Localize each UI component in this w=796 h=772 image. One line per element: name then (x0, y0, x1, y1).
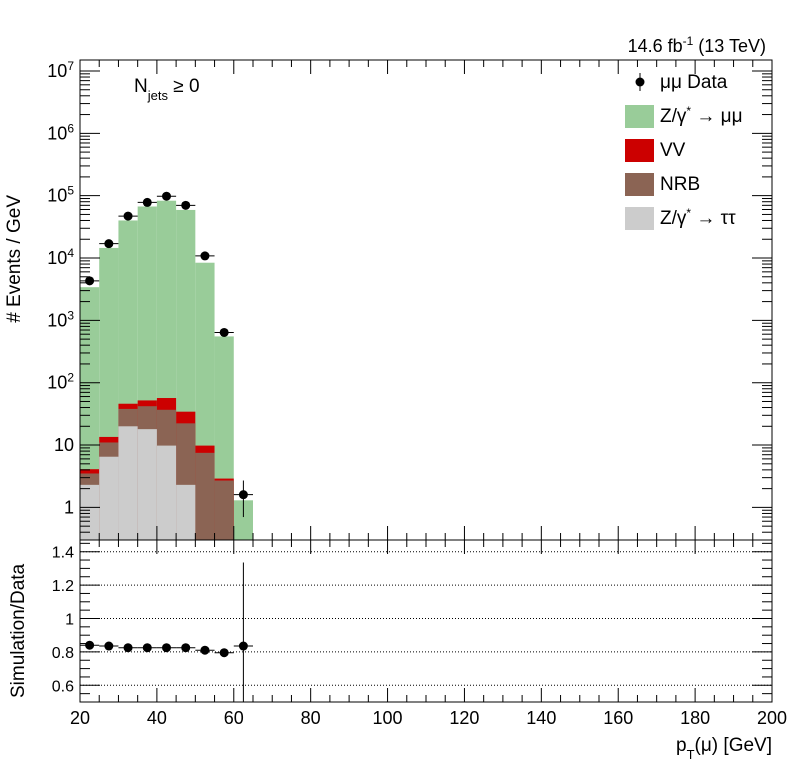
data-point-1 (104, 239, 114, 249)
stacked-histogram (80, 200, 253, 541)
legend-label-2: VV (660, 140, 686, 161)
ratio-tick-label: 0.6 (52, 678, 74, 695)
x-tick-label: 40 (147, 708, 167, 728)
bar-z--bin-3 (137, 429, 157, 540)
bar-nrb-bin-7 (214, 480, 234, 540)
ratio-point-2 (123, 643, 133, 653)
ratio-point-1 (104, 641, 114, 651)
ratio-point-4 (162, 643, 171, 653)
x-tick-label: 200 (757, 708, 787, 728)
y-tick-label: 10 (54, 435, 74, 455)
x-axis-title: pT(μ) [GeV] (676, 735, 772, 762)
data-point-5 (181, 200, 191, 210)
y-tick-label: 106 (47, 121, 74, 143)
ratio-y-axis-title: Simulation/Data (8, 563, 29, 698)
ratio-tick-label: 1 (65, 611, 74, 628)
x-tick-label: 60 (224, 708, 244, 728)
ratio-point-6 (200, 645, 210, 655)
ratio-point-3 (142, 643, 152, 653)
x-tick-label: 180 (680, 708, 710, 728)
data-points (80, 191, 253, 518)
legend-swatch-2 (625, 139, 654, 162)
bar-nrb-bin-6 (195, 452, 215, 540)
legend-label-1: Z/γ* → μμ (660, 104, 743, 127)
x-tick-label: 120 (449, 708, 479, 728)
bar-z--bin-8 (233, 500, 253, 540)
x-tick-label: 80 (301, 708, 321, 728)
data-point-7 (219, 327, 229, 337)
data-point-3 (142, 197, 152, 207)
y-axis-title: # Events / GeV (4, 195, 25, 323)
legend: μμ Data Z/γ* → μμ VV NRB Z/γ* → ττ (625, 72, 743, 230)
legend-swatch-3 (625, 173, 654, 196)
y-tick-label: 103 (47, 308, 74, 330)
bar-z--bin-5 (176, 484, 196, 540)
y-tick-label: 1 (64, 497, 74, 517)
legend-marker (635, 77, 645, 87)
ratio-gridlines (80, 551, 772, 686)
y-tick-label: 105 (47, 184, 74, 206)
ratio-point-7 (219, 648, 229, 658)
ratio-point-5 (181, 643, 191, 653)
data-point-2 (123, 211, 133, 221)
bar-z--bin-4 (156, 445, 177, 540)
legend-swatch-1 (625, 105, 654, 128)
data-point-8 (238, 490, 248, 500)
legend-label-0: μμ Data (660, 72, 728, 93)
ratio-tick-label: 1.4 (52, 545, 74, 562)
x-tick-label: 140 (526, 708, 556, 728)
ratio-axes: 0.6 0.8 1 1.2 1.4 20 40 60 80 100 120 140 160 180 200 (52, 540, 787, 728)
x-tick-label: 160 (603, 708, 633, 728)
y-tick-label: 102 (47, 371, 74, 393)
ratio-point-8 (238, 641, 248, 651)
lumi-label: 14.6 fb-1 (13 TeV) (628, 34, 766, 56)
x-tick-label: 100 (373, 708, 403, 728)
ratio-point-0 (85, 640, 95, 650)
ratio-tick-label: 0.8 (52, 645, 74, 662)
y-tick-label: 104 (47, 246, 74, 268)
ratio-panel: 0.6 0.8 1 1.2 1.4 20 40 60 80 100 120 140 160 180 200 (52, 539, 787, 728)
ratio-tick-label: 1.2 (52, 578, 74, 595)
y-tick-label: 107 (47, 59, 74, 81)
data-point-4 (162, 191, 171, 201)
ratio-points (80, 562, 253, 702)
bar-z--bin-2 (118, 426, 138, 540)
main-panel: 1 10 102 103 104 105 106 107 (47, 59, 773, 541)
x-tick-label: 20 (70, 708, 90, 728)
legend-label-3: NRB (660, 174, 700, 195)
data-point-6 (200, 251, 210, 261)
bar-z--bin-1 (99, 456, 119, 540)
njets-annotation: Njets ≥ 0 (134, 76, 200, 103)
ratio-frame (79, 539, 773, 703)
legend-swatch-4 (625, 207, 654, 230)
data-point-0 (85, 276, 95, 286)
legend-label-4: Z/γ* → ττ (660, 206, 736, 229)
